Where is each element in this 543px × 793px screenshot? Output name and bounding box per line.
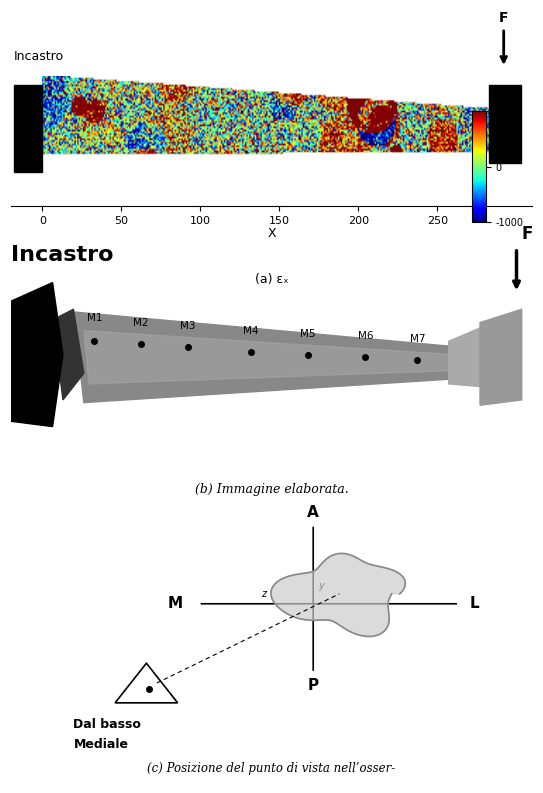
Text: Mediale: Mediale (73, 737, 128, 750)
Text: Dal basso: Dal basso (73, 718, 141, 730)
Text: M7: M7 (410, 334, 425, 344)
Text: (a) εₓ: (a) εₓ (255, 273, 288, 286)
Text: M: M (168, 596, 183, 611)
Text: y: y (318, 581, 324, 592)
Text: M1: M1 (86, 312, 102, 323)
Text: M5: M5 (300, 328, 315, 339)
Text: L: L (470, 596, 479, 611)
Text: (b) Immagine elaborata.: (b) Immagine elaborata. (194, 483, 349, 496)
Text: Incastro: Incastro (14, 50, 64, 63)
Polygon shape (1, 282, 63, 427)
Text: (c) Posizione del punto di vista nell’osser-: (c) Posizione del punto di vista nell’os… (147, 761, 396, 775)
Polygon shape (271, 554, 405, 637)
Text: P: P (308, 678, 319, 693)
Text: M2: M2 (134, 318, 149, 328)
Polygon shape (84, 331, 454, 384)
Text: F: F (499, 10, 508, 25)
Text: Incastro: Incastro (11, 245, 113, 265)
Text: M4: M4 (243, 326, 258, 336)
Polygon shape (73, 312, 459, 403)
Text: M6: M6 (358, 331, 373, 341)
Bar (489, 85, 521, 163)
Polygon shape (480, 309, 522, 405)
Polygon shape (449, 328, 480, 387)
Text: A: A (307, 504, 319, 519)
Bar (14, 85, 42, 172)
Polygon shape (53, 309, 84, 400)
X-axis label: X: X (267, 228, 276, 240)
Text: F: F (521, 224, 533, 243)
Text: M3: M3 (180, 320, 196, 331)
Text: z: z (261, 589, 266, 599)
